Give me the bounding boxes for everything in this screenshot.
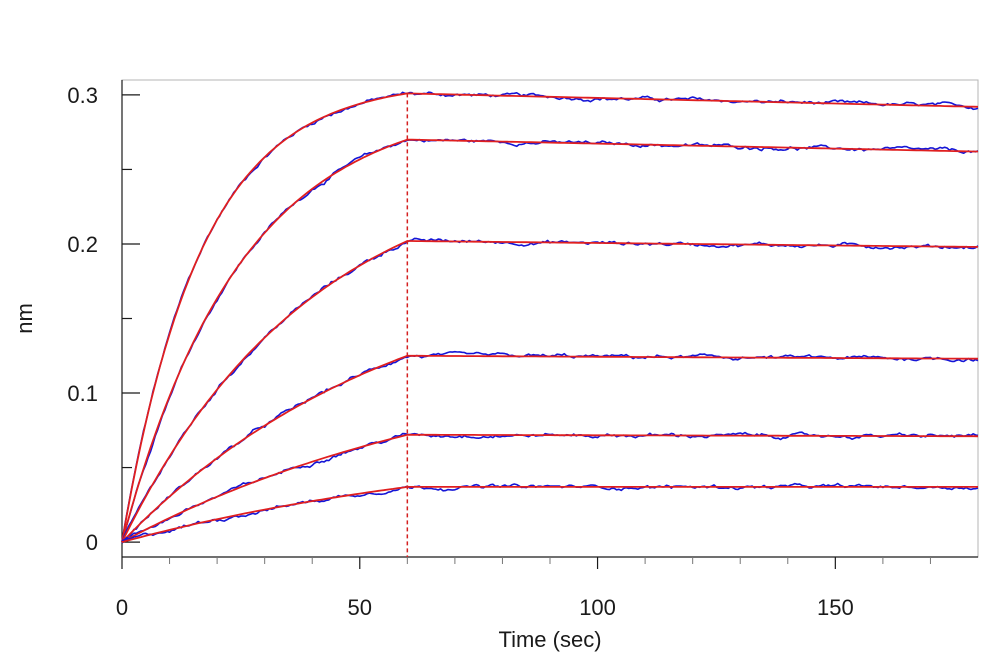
x-tick-label: 150 [817, 595, 854, 620]
y-tick-label: 0.1 [67, 381, 98, 406]
x-axis: 0 50 100 150 [116, 556, 978, 620]
x-axis-label: Time (sec) [498, 627, 601, 652]
x-tick-label: 100 [579, 595, 616, 620]
curves-layer [121, 91, 979, 544]
fit-curve-1 [121, 92, 979, 543]
y-tick-label: 0 [86, 530, 98, 555]
y-tick-label: 0.2 [67, 232, 98, 257]
x-tick-label: 50 [348, 595, 372, 620]
y-axis-label: nm [12, 303, 37, 334]
y-axis: 0 0.1 0.2 0.3 [67, 80, 140, 557]
fit-curve-5 [121, 433, 979, 543]
fit-curve-2 [121, 138, 978, 543]
fit-curve-6 [121, 486, 978, 543]
y-tick-label: 0.3 [67, 83, 98, 108]
fit-curve-3 [121, 240, 978, 543]
x-tick-label: 0 [116, 595, 128, 620]
fit-curve-4 [121, 354, 978, 543]
